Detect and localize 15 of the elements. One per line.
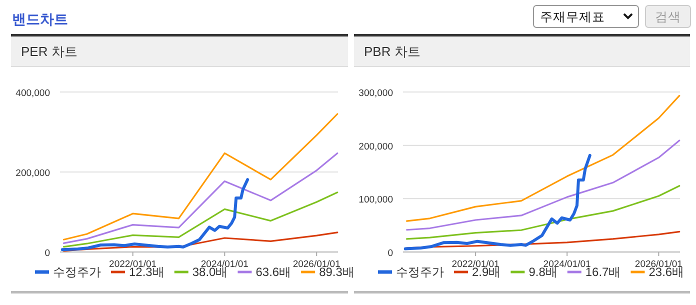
chart-title: PER 차트 <box>21 44 78 59</box>
y-tick-label: 0 <box>44 248 50 259</box>
text: 밴드차트 <box>12 11 68 27</box>
legend-label: 수정주가 <box>53 265 101 279</box>
select: 주재무제표 <box>533 5 639 28</box>
legend-label: 수정주가 <box>396 265 444 279</box>
y-tick-label: 200,000 <box>358 141 393 152</box>
y-tick-label: 0 <box>388 248 393 259</box>
y-tick-label: 100,000 <box>358 194 393 206</box>
button: 검색 <box>645 5 691 28</box>
legend-label: 63.6배 <box>256 265 292 279</box>
chart-title: PBR 차트 <box>364 44 420 59</box>
y-tick-label: 200,000 <box>16 168 50 179</box>
y-tick-label: 300,000 <box>358 88 393 99</box>
y-tick-label: 400,000 <box>16 88 50 99</box>
